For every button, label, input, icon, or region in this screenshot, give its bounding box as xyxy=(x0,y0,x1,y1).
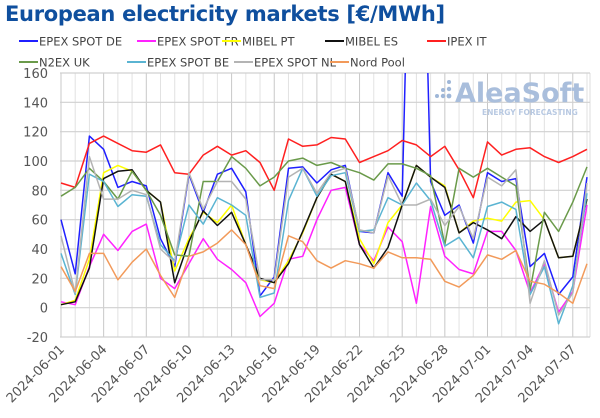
chart-title: European electricity markets [€/MWh] xyxy=(5,2,445,26)
y-tick-label: 20 xyxy=(31,272,48,287)
series-line-n2ex-uk xyxy=(60,155,588,291)
legend-label: EPEX SPOT BE xyxy=(147,56,229,70)
series-line-epex-spot-fr xyxy=(60,186,588,318)
series-line-epex-spot-de xyxy=(60,73,588,297)
y-tick-label: -20 xyxy=(27,331,48,346)
series-line-nord-pool xyxy=(60,229,588,305)
y-tick-label: 160 xyxy=(23,67,48,82)
y-tick-label: 60 xyxy=(31,214,48,229)
legend: EPEX SPOT DE EPEX SPOT FR MIBEL PT MIBEL ES… xyxy=(19,35,488,70)
svg-text:ENERGY FORECASTING: ENERGY FORECASTING xyxy=(482,108,578,117)
legend-label: EPEX SPOT NL xyxy=(254,56,337,70)
series-line-epex-spot-nl xyxy=(60,155,588,316)
y-tick-label: 140 xyxy=(23,96,48,111)
series-line-ipex-it xyxy=(60,135,588,199)
series-lines xyxy=(60,73,588,325)
x-axis: 2024-06-012024-06-042024-06-072024-06-10… xyxy=(4,342,580,406)
legend-label: EPEX SPOT FR xyxy=(157,35,239,49)
legend-label: N2EX UK xyxy=(39,56,90,70)
legend-label: MIBEL PT xyxy=(242,35,295,49)
svg-text:AleaSoft: AleaSoft xyxy=(455,78,584,109)
legend-label: Nord Pool xyxy=(350,56,405,70)
legend-label: MIBEL ES xyxy=(345,35,398,49)
y-axis: -20 0 20 40 60 80 100 120 140 160 xyxy=(23,67,48,346)
y-tick-label: 0 xyxy=(40,302,48,317)
series-line-epex-spot-be xyxy=(60,167,588,325)
y-tick-label: 40 xyxy=(31,243,48,258)
aleasoft-logo: AleaSoft ENERGY FORECASTING xyxy=(435,78,584,117)
y-tick-label: 100 xyxy=(23,155,48,170)
y-tick-label: 80 xyxy=(31,184,48,199)
legend-label: EPEX SPOT DE xyxy=(39,35,122,49)
legend-label: IPEX IT xyxy=(447,35,488,49)
y-tick-label: 120 xyxy=(23,126,48,141)
